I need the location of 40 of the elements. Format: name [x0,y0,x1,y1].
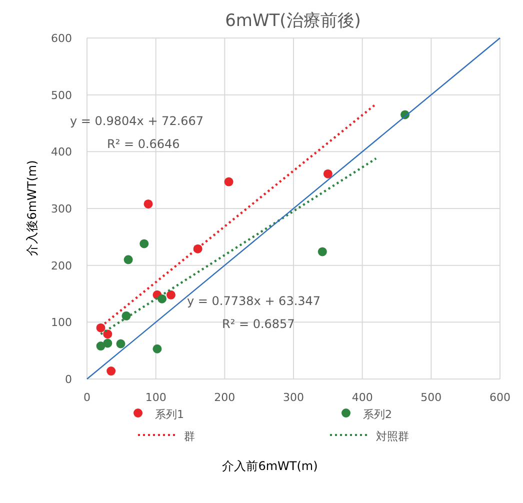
y-tick-label: 300 [51,202,72,216]
annotation: R² = 0.6646 [107,137,180,151]
annotation: y = 0.9804x + 72.667 [70,114,204,128]
x-tick-label: 0 [84,391,90,404]
legend-label: 群 [184,430,195,443]
point [323,169,332,178]
x-tick-label: 600 [490,391,510,404]
point [103,330,112,339]
point [106,366,116,376]
point [96,323,106,332]
x-tick-label: 300 [283,391,304,404]
point [152,344,162,354]
point [103,338,112,348]
y-tick-label: 100 [51,316,72,330]
y-tick-label: 200 [51,259,72,272]
annotation: R² = 0.6857 [222,317,295,331]
y-axis-title: 介入後6mWT(m) [25,160,39,256]
x-tick-label: 500 [420,391,442,404]
point [116,339,126,348]
legend-label: 系列1 [155,408,184,421]
x-tick-label: 400 [352,391,373,404]
x-tick-label: 200 [214,391,236,404]
point [124,255,133,264]
legend-label: 対照群 [376,430,409,443]
point [318,247,327,256]
x-axis-title: 介入前6mWT(m) [222,459,318,473]
x-tick-label: 100 [145,391,166,404]
annotation: y = 0.7738x + 63.347 [187,294,321,308]
point [158,294,167,304]
y-tick-label: 400 [51,146,72,159]
y-tick-label: 600 [51,32,72,45]
point [140,239,149,248]
y-tick-label: 0 [65,373,72,386]
point [224,177,234,186]
chart-title: 6mWT(治療前後) [225,11,361,31]
point [96,342,106,351]
legend-label: 系列2 [363,408,392,421]
y-tick-label: 500 [51,88,72,102]
point [144,199,153,208]
point [166,290,176,300]
